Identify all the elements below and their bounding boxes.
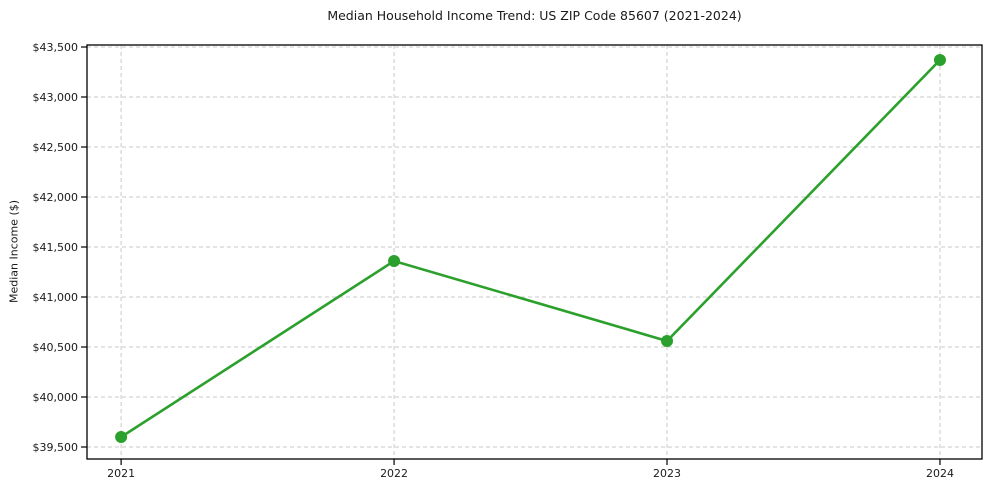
x-tick-label: 2024 [926,467,954,480]
y-tick-label: $43,000 [33,91,79,104]
x-tick-label: 2023 [653,467,681,480]
x-tick-label: 2021 [107,467,135,480]
x-tick-label: 2022 [380,467,408,480]
y-tick-label: $42,500 [33,141,79,154]
y-tick-label: $41,500 [33,241,79,254]
data-point-marker [388,255,401,267]
y-tick-label: $42,000 [33,191,79,204]
data-point-marker [661,335,674,347]
data-point-marker [115,431,128,443]
plot-border [86,44,983,460]
y-tick-label: $40,500 [33,341,79,354]
y-tick-label: $41,000 [33,291,79,304]
y-tick-label: $39,500 [33,441,79,454]
y-tick-label: $40,000 [33,391,79,404]
y-tick-label: $43,500 [33,41,79,54]
chart-title: Median Household Income Trend: US ZIP Co… [327,8,742,23]
data-point-marker [933,54,946,66]
income-trend-line [119,58,942,439]
